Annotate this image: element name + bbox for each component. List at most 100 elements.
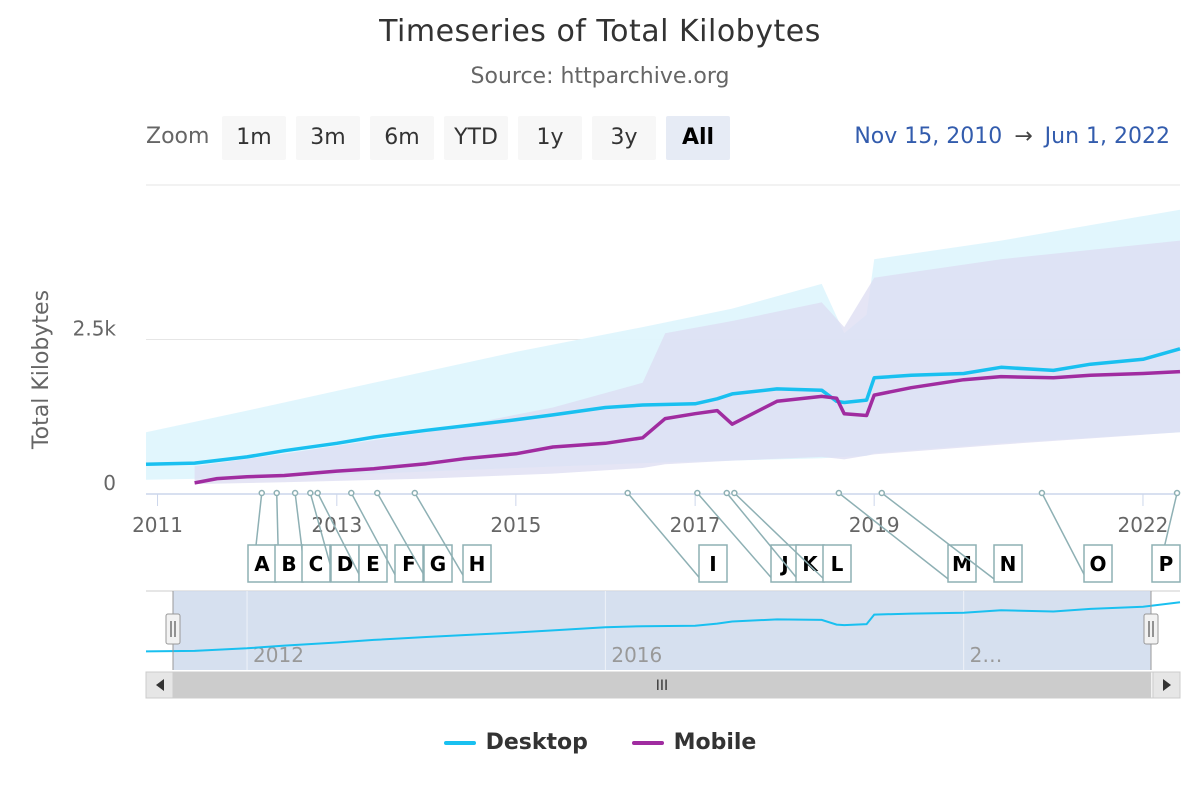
band-mobile [194, 240, 1181, 485]
flag-stem [350, 492, 400, 583]
legend-label-desktop: Desktop [485, 730, 588, 755]
flag-b[interactable]: B [281, 552, 296, 576]
range-arrow: → [1014, 124, 1033, 149]
flag-i[interactable]: I [709, 552, 716, 576]
scroll-left-arrow-icon [156, 679, 164, 691]
flag-c[interactable]: C [309, 552, 324, 576]
flag-a[interactable]: A [254, 552, 270, 576]
flag-anchor [1038, 489, 1046, 497]
navigator-right-handle[interactable] [1143, 613, 1159, 645]
flag-box[interactable] [247, 544, 277, 583]
flag-g[interactable]: G [430, 552, 446, 576]
x-tick-label: 2011 [132, 513, 183, 537]
flag-anchor [273, 489, 280, 497]
flag-anchor [835, 489, 843, 497]
legend-item-mobile[interactable]: Mobile [631, 730, 757, 755]
series-line-mobile[interactable] [194, 369, 1181, 485]
flag-o[interactable]: O [1089, 552, 1106, 576]
chart-subtitle: Source: httparchive.org [470, 64, 730, 89]
legend-swatch-desktop [443, 741, 476, 745]
flag-anchor [374, 489, 381, 497]
flag-anchor [314, 489, 321, 497]
flag-f[interactable]: F [402, 552, 416, 576]
flag-anchor [694, 489, 701, 497]
chart-title: Timeseries of Total Kilobytes [379, 14, 821, 49]
range-to-date[interactable]: Jun 1, 2022 [1044, 124, 1170, 149]
x-tick-label: 2017 [670, 513, 721, 537]
flag-box[interactable] [698, 544, 728, 583]
flag-anchor [411, 489, 419, 497]
flag-m[interactable]: M [952, 552, 972, 576]
x-axis: 2011 2013 2015 2017 2019 2022 [132, 493, 1180, 537]
legend: Desktop Mobile [0, 730, 1200, 755]
y-tick-label: 2.5k [73, 317, 117, 341]
zoom-6m-button[interactable]: 6m [370, 116, 434, 160]
flag-stem [726, 492, 801, 583]
y-axis-title: Total Kilobytes [29, 290, 54, 450]
navigator-tick-label: 2… [970, 643, 1003, 667]
scrollbar-thumb[interactable] [173, 672, 1151, 698]
flag-stem [414, 492, 468, 583]
flags: ABCDEFGHIJKLMNOP [247, 489, 1181, 583]
range-from-date[interactable]: Nov 15, 2010 [854, 124, 1003, 149]
flag-anchor [258, 489, 266, 497]
y-tick-label: 0 [103, 471, 116, 495]
flag-e[interactable]: E [366, 552, 380, 576]
flag-stem [376, 492, 429, 583]
scrollbar-grip-icon: III [656, 678, 668, 694]
flag-anchor [348, 489, 355, 497]
legend-swatch-mobile [631, 741, 664, 745]
flag-h[interactable]: H [469, 552, 486, 576]
flag-box[interactable] [394, 544, 424, 583]
flag-anchor [307, 489, 314, 497]
navigator-series [145, 601, 1181, 653]
flag-anchor [291, 489, 299, 497]
zoom-all-button[interactable]: All [666, 116, 730, 160]
date-range: Nov 15, 2010 → Jun 1, 2022 [854, 124, 1170, 149]
zoom-1y-button[interactable]: 1y [518, 116, 582, 160]
x-tick-label: 2022 [1118, 513, 1169, 537]
y-axis: 0 2.5k Total Kilobytes [29, 290, 116, 495]
flag-stem [1041, 492, 1089, 583]
zoom-ytd-button[interactable]: YTD [444, 116, 508, 160]
flag-box[interactable] [795, 544, 825, 583]
flag-stem [733, 492, 828, 583]
flag-box[interactable] [993, 544, 1023, 583]
flag-stem [881, 492, 999, 583]
flag-anchor [624, 489, 631, 497]
flag-box[interactable] [423, 544, 453, 583]
flag-box[interactable] [822, 544, 852, 583]
series-lines [145, 347, 1181, 485]
flag-stem [838, 492, 953, 583]
navigator-tick-label: 2016 [611, 643, 662, 667]
legend-label-mobile: Mobile [673, 730, 757, 755]
flag-anchor [878, 489, 886, 497]
flag-box[interactable] [947, 544, 977, 583]
flag-j[interactable]: J [779, 552, 788, 576]
legend-item-desktop[interactable]: Desktop [443, 730, 588, 755]
series-line-desktop[interactable] [145, 347, 1181, 467]
flag-stem [317, 492, 364, 583]
zoom-1m-button[interactable]: 1m [222, 116, 286, 160]
zoom-3m-button[interactable]: 3m [296, 116, 360, 160]
scroll-right-arrow-icon [1163, 679, 1171, 691]
flag-d[interactable]: D [337, 552, 354, 576]
navigator[interactable]: 2012 2016 2…III [145, 590, 1181, 699]
flag-stem [696, 492, 776, 583]
flag-anchor [1173, 489, 1181, 497]
flag-n[interactable]: N [1000, 552, 1017, 576]
flag-box[interactable] [462, 544, 492, 583]
flag-box[interactable] [1083, 544, 1113, 583]
flag-anchor [723, 489, 731, 497]
zoom-label: Zoom [146, 124, 210, 149]
flag-l[interactable]: L [831, 552, 844, 576]
flag-p[interactable]: P [1159, 552, 1174, 576]
zoom-3y-button[interactable]: 3y [592, 116, 656, 160]
navigator-left-handle[interactable] [165, 613, 181, 645]
flag-box[interactable] [274, 544, 304, 583]
navigator-selection[interactable] [173, 591, 1151, 670]
percentile-bands [146, 209, 1181, 485]
flag-box[interactable] [1151, 544, 1181, 583]
x-tick-label: 2019 [849, 513, 900, 537]
